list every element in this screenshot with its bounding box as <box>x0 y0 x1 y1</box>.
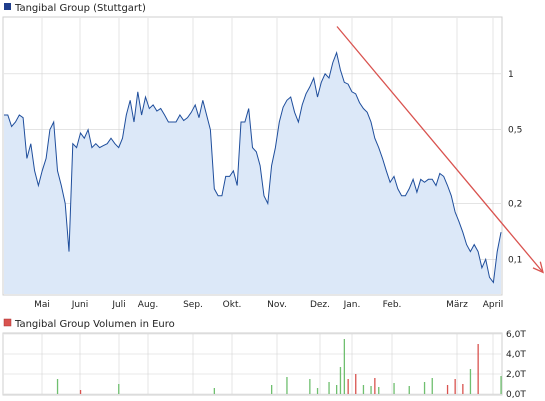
volume-y-tick: 6,0T <box>506 330 526 340</box>
price-y-tick: 0,2 <box>508 199 522 209</box>
x-tick-label: Aug. <box>138 300 158 310</box>
volume-bar <box>286 377 288 394</box>
price-legend-swatch <box>4 3 11 10</box>
price-x-axis: Mai Juni Juli Aug. Sep. Okt. Nov. Dez. J… <box>34 300 503 310</box>
volume-bar <box>454 379 456 394</box>
x-tick-label: April <box>483 300 504 310</box>
x-tick-label: März <box>446 300 468 310</box>
volume-y-axis: 0,0T 2,0T 4,0T 6,0T <box>506 330 526 400</box>
x-tick-label: Juli <box>111 300 125 310</box>
volume-y-tick: 0,0T <box>506 390 526 400</box>
volume-bar <box>336 385 338 394</box>
volume-bar <box>446 385 449 394</box>
volume-bar <box>362 385 365 394</box>
volume-plot-frame <box>2 332 503 396</box>
x-tick-label: Jan. <box>343 300 361 310</box>
x-tick-label: Sep. <box>183 300 203 310</box>
x-tick-label: Nov. <box>267 300 287 310</box>
price-area-fill <box>4 52 501 295</box>
price-y-tick: 0,1 <box>508 255 522 265</box>
volume-bar <box>477 344 479 394</box>
x-tick-label: Mai <box>34 300 50 310</box>
volume-bars <box>56 339 502 394</box>
volume-bar <box>370 386 372 394</box>
trend-arrow-head <box>532 261 544 274</box>
volume-bar <box>393 383 395 394</box>
volume-bar <box>328 382 330 394</box>
volume-gridlines <box>4 333 501 395</box>
volume-bar <box>118 384 120 394</box>
volume-bar <box>500 376 502 394</box>
price-plot-frame <box>2 16 503 296</box>
volume-chart-title: Tangibal Group Volumen in Euro <box>14 319 175 330</box>
volume-bar <box>347 379 349 394</box>
volume-bar <box>423 382 426 394</box>
volume-bar <box>271 385 273 394</box>
volume-bar <box>408 386 410 394</box>
volume-y-tick: 2,0T <box>506 370 526 380</box>
volume-y-tick: 4,0T <box>506 350 526 360</box>
x-tick-label: Dez. <box>310 300 330 310</box>
volume-bar <box>462 384 464 394</box>
volume-bar <box>374 378 376 394</box>
volume-bar <box>431 378 433 394</box>
volume-bar <box>79 390 82 394</box>
volume-bar <box>469 369 472 394</box>
volume-bar <box>309 379 311 394</box>
price-line <box>4 50 502 284</box>
volume-bar <box>56 379 59 394</box>
volume-legend-swatch <box>3 318 12 327</box>
price-y-axis: 0,1 0,2 0,5 1 <box>508 70 522 265</box>
x-tick-label: Feb. <box>383 300 402 310</box>
volume-bar <box>316 388 319 394</box>
price-y-tick: 0,5 <box>508 126 522 136</box>
volume-bar <box>339 367 342 394</box>
x-tick-label: Juni <box>71 300 89 310</box>
volume-bar <box>343 339 345 394</box>
price-y-tick: 1 <box>508 70 514 80</box>
x-tick-label: Okt. <box>223 300 242 310</box>
price-chart-title: Tangibal Group (Stuttgart) <box>14 3 146 14</box>
trend-line <box>336 26 544 273</box>
volume-bar <box>213 388 215 394</box>
volume-bar <box>378 387 380 394</box>
volume-bar <box>355 374 357 394</box>
